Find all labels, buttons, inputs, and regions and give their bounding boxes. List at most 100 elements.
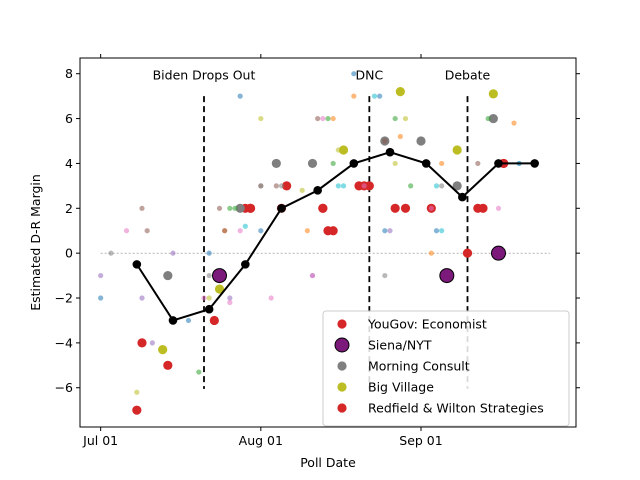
poll-point <box>320 115 326 122</box>
trend-line <box>135 151 535 322</box>
poll-point <box>395 87 405 97</box>
poll-point <box>232 205 238 211</box>
poll-point <box>245 203 256 213</box>
poll-point <box>402 115 409 122</box>
poll-point <box>227 295 233 301</box>
poll-point <box>325 115 331 122</box>
poll-point <box>452 181 462 191</box>
legend-marker <box>337 361 347 371</box>
trend-point <box>349 159 359 168</box>
poll-point <box>488 113 498 124</box>
poll-point <box>242 223 248 229</box>
y-tick-label: −6 <box>55 380 73 395</box>
poll-point <box>299 187 305 193</box>
poll-point <box>439 183 445 189</box>
poll-point <box>304 228 310 234</box>
poll-point <box>132 405 142 415</box>
poll-point <box>371 93 378 99</box>
poll-point <box>309 272 316 279</box>
poll-point <box>400 203 411 213</box>
event-label: Debate <box>445 67 491 82</box>
poll-point <box>364 181 374 191</box>
poll-point <box>185 317 192 324</box>
legend-marker <box>337 403 347 413</box>
poll-point <box>361 183 367 189</box>
poll-point <box>428 250 434 256</box>
poll-point <box>206 295 212 301</box>
poll-point <box>170 250 176 256</box>
poll-point <box>216 205 223 211</box>
poll-point <box>351 71 357 77</box>
poll-point <box>387 228 393 234</box>
poll-point <box>478 203 488 213</box>
poll-point <box>307 158 318 169</box>
x-tick-label: Sep 01 <box>399 433 442 448</box>
trend-point <box>530 159 539 168</box>
poll-point <box>206 250 212 256</box>
poll-point <box>206 272 212 279</box>
legend-marker <box>337 382 347 392</box>
poll-point <box>235 203 245 213</box>
poll-point <box>318 203 328 213</box>
poll-point <box>144 228 150 234</box>
poll-point <box>278 183 285 189</box>
legend-label: Siena/NYT <box>368 338 432 353</box>
poll-point <box>258 115 264 122</box>
y-tick-label: −4 <box>55 335 73 350</box>
poll-point <box>408 183 414 189</box>
legend: YouGov: Economist Siena/NYT Morning Consul… <box>322 310 570 427</box>
trend-point <box>168 316 178 325</box>
poll-point <box>139 295 145 301</box>
legend-label: Big Village <box>368 380 434 395</box>
poll-point <box>488 89 498 99</box>
poll-point <box>351 93 357 99</box>
x-tick-label: Jul 01 <box>82 433 118 448</box>
poll-point <box>98 272 104 279</box>
poll-point <box>485 115 491 122</box>
x-axis-label: Poll Date <box>300 455 356 470</box>
poll-point <box>433 183 440 189</box>
poll-point <box>201 295 207 301</box>
poll-point <box>209 315 219 326</box>
poll-point <box>282 181 292 191</box>
legend-marker <box>334 337 350 353</box>
poll-point <box>237 228 243 234</box>
poll-point <box>382 138 388 144</box>
poll-point <box>123 228 130 234</box>
trend-point <box>313 186 322 195</box>
poll-point <box>462 248 473 258</box>
poll-point <box>212 268 227 284</box>
poll-point <box>491 245 506 261</box>
legend-label: Morning Consult <box>368 359 470 374</box>
trend-point <box>458 192 467 202</box>
poll-point <box>137 338 147 348</box>
legend-label: YouGov: Economist <box>367 317 487 332</box>
trend-point <box>385 147 395 157</box>
poll-point <box>397 133 403 140</box>
poll-point <box>475 160 481 167</box>
poll-point <box>268 295 274 301</box>
axes-frame <box>79 57 577 428</box>
poll-point <box>439 228 445 234</box>
poll-point <box>340 183 347 189</box>
poll-point <box>98 295 104 301</box>
poll-point <box>271 158 281 169</box>
poll-point <box>392 160 398 167</box>
event-label: Biden Drops Out <box>153 67 256 82</box>
poll-point <box>227 299 233 306</box>
poll-point <box>377 93 383 99</box>
poll-point <box>330 115 336 122</box>
legend-marker <box>337 319 347 329</box>
poll-point <box>323 226 333 236</box>
poll-point <box>433 228 440 234</box>
trend-point <box>132 260 142 269</box>
poll-point <box>439 160 445 167</box>
trend-point <box>241 260 250 269</box>
trend-point <box>204 304 214 314</box>
y-tick-label: 6 <box>65 111 73 126</box>
poll-point <box>452 145 462 155</box>
poll-point <box>108 250 114 256</box>
poll-point <box>335 147 341 153</box>
poll-point <box>495 205 502 211</box>
